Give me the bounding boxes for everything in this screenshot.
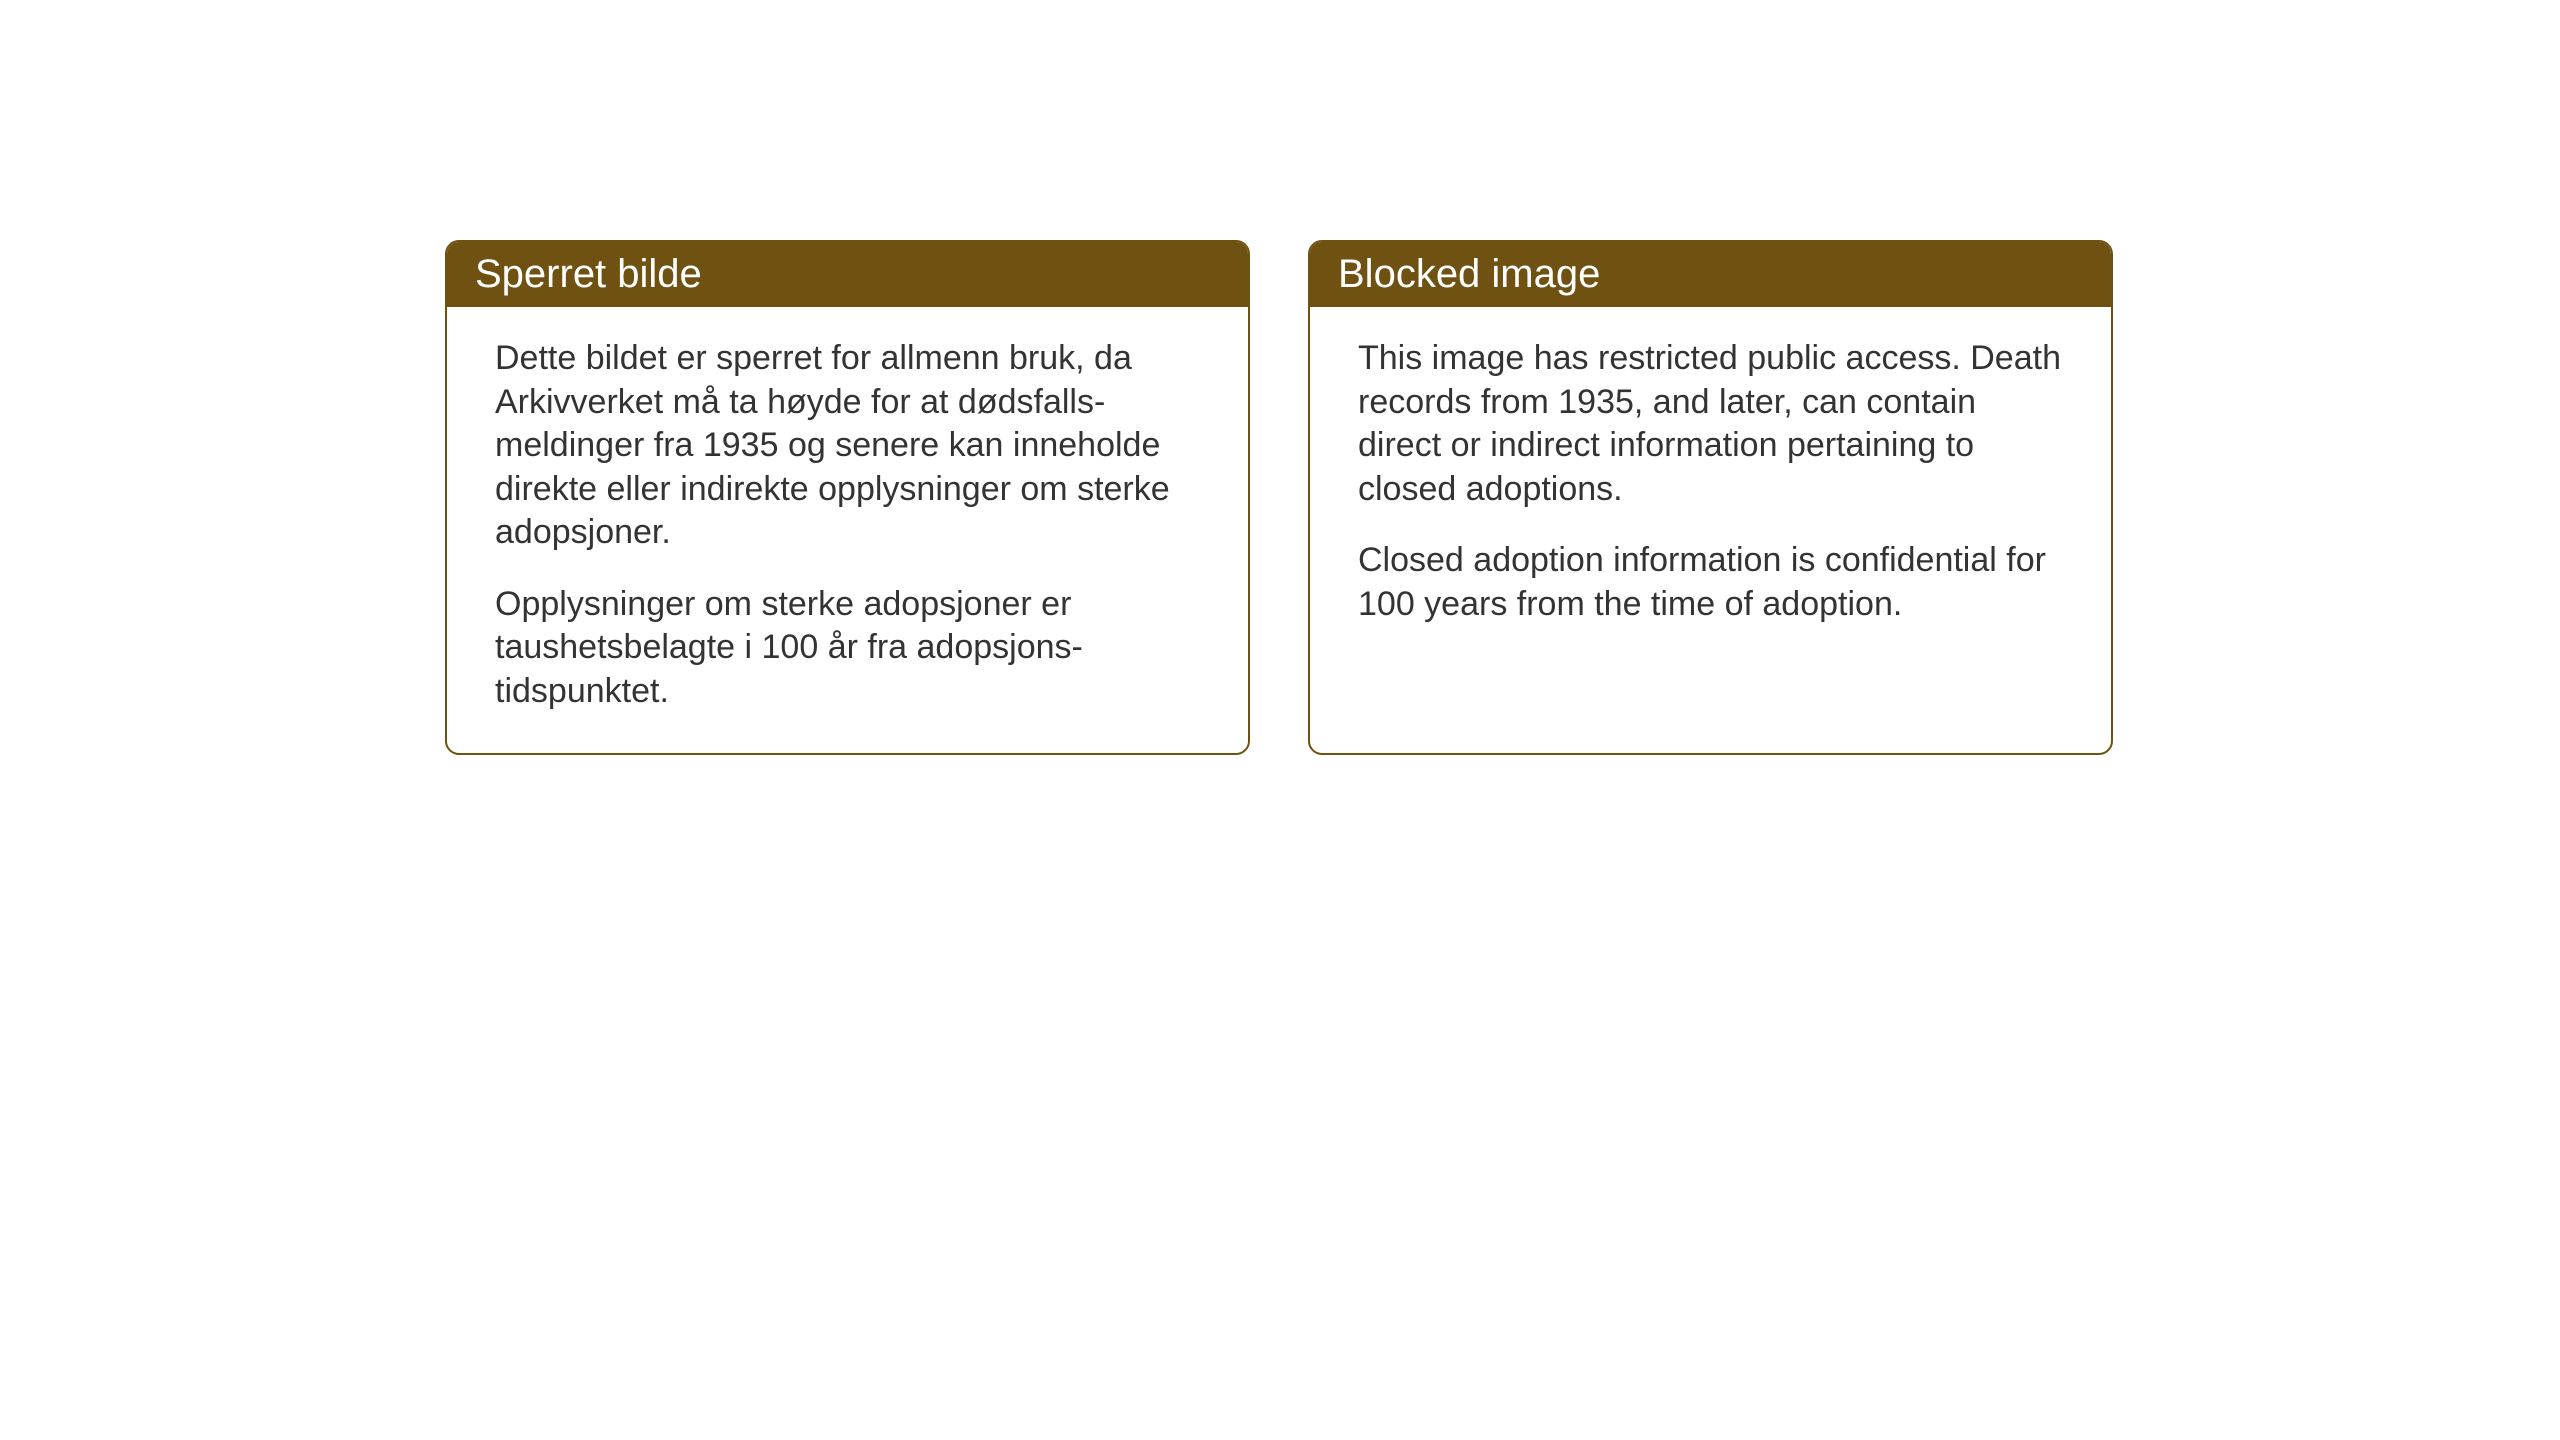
card-header-english: Blocked image — [1310, 242, 2111, 307]
card-body-english: This image has restricted public access.… — [1310, 307, 2111, 666]
notice-card-english: Blocked image This image has restricted … — [1308, 240, 2113, 755]
notice-container: Sperret bilde Dette bildet er sperret fo… — [445, 240, 2113, 755]
notice-paragraph-1-english: This image has restricted public access.… — [1358, 337, 2063, 511]
notice-paragraph-2-norwegian: Opplysninger om sterke adopsjoner er tau… — [495, 583, 1200, 714]
notice-card-norwegian: Sperret bilde Dette bildet er sperret fo… — [445, 240, 1250, 755]
notice-paragraph-1-norwegian: Dette bildet er sperret for allmenn bruk… — [495, 337, 1200, 555]
card-header-norwegian: Sperret bilde — [447, 242, 1248, 307]
card-body-norwegian: Dette bildet er sperret for allmenn bruk… — [447, 307, 1248, 753]
card-title-english: Blocked image — [1338, 252, 1600, 296]
notice-paragraph-2-english: Closed adoption information is confident… — [1358, 539, 2063, 626]
card-title-norwegian: Sperret bilde — [475, 252, 702, 296]
